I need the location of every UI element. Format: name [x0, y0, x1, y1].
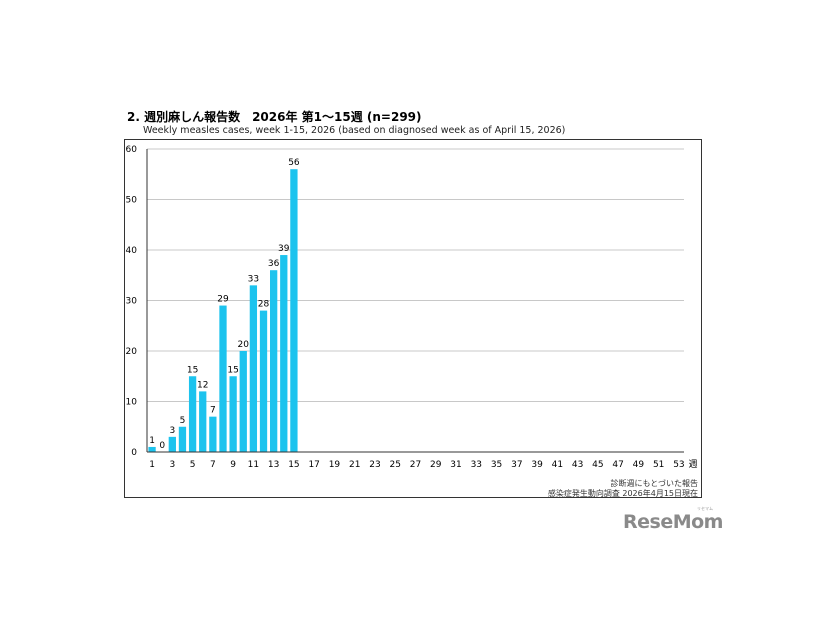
data-label-week-4: 5 — [180, 416, 186, 426]
x-tick-label: 37 — [511, 460, 522, 470]
bar-week-1 — [148, 446, 156, 452]
bar-week-6 — [199, 391, 207, 452]
x-tick-label: 53 — [673, 460, 684, 470]
x-tick-label: 29 — [430, 460, 442, 470]
y-tick-label: 10 — [126, 398, 138, 408]
y-tick-label: 50 — [126, 196, 138, 206]
data-label-week-10: 20 — [238, 340, 250, 350]
bar-week-13 — [270, 270, 278, 452]
x-tick-label: 7 — [210, 460, 216, 470]
source-note-survey: 感染症発生動向調査 2026年4月15日現在 — [547, 489, 698, 498]
x-tick-label: 45 — [592, 460, 603, 470]
bar-week-10 — [239, 351, 247, 452]
data-label-week-15: 56 — [288, 158, 300, 168]
data-label-week-1: 1 — [149, 436, 155, 446]
resemom-logo-ruby: リセマム — [697, 506, 713, 511]
x-tick-label: 31 — [450, 460, 461, 470]
x-tick-label: 35 — [491, 460, 502, 470]
bar-week-12 — [259, 310, 268, 452]
bar-week-8 — [219, 305, 227, 452]
bar-week-9 — [229, 376, 237, 452]
grid-lines — [147, 148, 684, 402]
x-tick-label: 41 — [552, 460, 563, 470]
bar-week-3 — [168, 436, 176, 452]
bar-week-15 — [290, 169, 298, 452]
resemom-logo: ReseMom — [623, 511, 723, 533]
x-tick-label: 23 — [369, 460, 380, 470]
data-label-week-6: 12 — [197, 380, 208, 390]
bar-week-4 — [178, 426, 187, 452]
x-tick-label: 3 — [169, 460, 175, 470]
x-axis-label: 週 — [688, 459, 697, 470]
x-tick-label: 39 — [531, 460, 543, 470]
x-tick-label: 9 — [230, 460, 236, 470]
data-label-week-8: 29 — [217, 295, 229, 305]
y-tick-label: 40 — [126, 246, 138, 256]
x-tick-label: 33 — [471, 460, 482, 470]
x-tick-label: 5 — [190, 460, 196, 470]
data-label-week-13: 36 — [268, 259, 280, 269]
y-tick-label: 20 — [126, 347, 138, 357]
x-tick-label: 19 — [329, 460, 341, 470]
y-tick-label: 60 — [126, 145, 138, 155]
chart-frame — [124, 139, 702, 498]
x-tick-label: 25 — [390, 460, 401, 470]
source-note-basis: 診断週にもとづいた報告 — [610, 479, 698, 488]
x-tick-label: 51 — [653, 460, 664, 470]
y-tick-label: 30 — [126, 297, 138, 307]
y-tick-label: 0 — [131, 448, 137, 458]
x-tick-label: 27 — [410, 460, 421, 470]
bar-week-5 — [188, 376, 197, 452]
data-label-week-11: 33 — [248, 274, 259, 284]
x-tick-label: 1 — [149, 460, 155, 470]
bar-week-7 — [209, 416, 217, 452]
data-label-week-7: 7 — [210, 406, 216, 416]
x-tick-label: 15 — [288, 460, 299, 470]
data-label-week-9: 15 — [227, 365, 238, 375]
x-tick-label: 13 — [268, 460, 279, 470]
bars — [148, 169, 298, 452]
x-tick-label: 21 — [349, 460, 360, 470]
bar-week-14 — [280, 255, 288, 452]
x-tick-label: 49 — [633, 460, 645, 470]
data-label-week-12: 28 — [258, 300, 270, 310]
data-label-week-14: 39 — [278, 244, 290, 254]
data-label-week-2: 0 — [159, 441, 165, 451]
chart-title: 2. 週別麻しん報告数 2026年 第1～15週 (n=299) — [127, 110, 422, 124]
chart-subtitle: Weekly measles cases, week 1-15, 2026 (b… — [143, 125, 566, 136]
x-tick-label: 47 — [612, 460, 623, 470]
x-tick-label: 17 — [308, 460, 319, 470]
x-tick-label: 43 — [572, 460, 583, 470]
x-tick-label: 11 — [248, 460, 259, 470]
data-label-week-3: 3 — [169, 426, 175, 436]
bar-week-11 — [249, 285, 258, 452]
data-label-week-5: 15 — [187, 365, 198, 375]
